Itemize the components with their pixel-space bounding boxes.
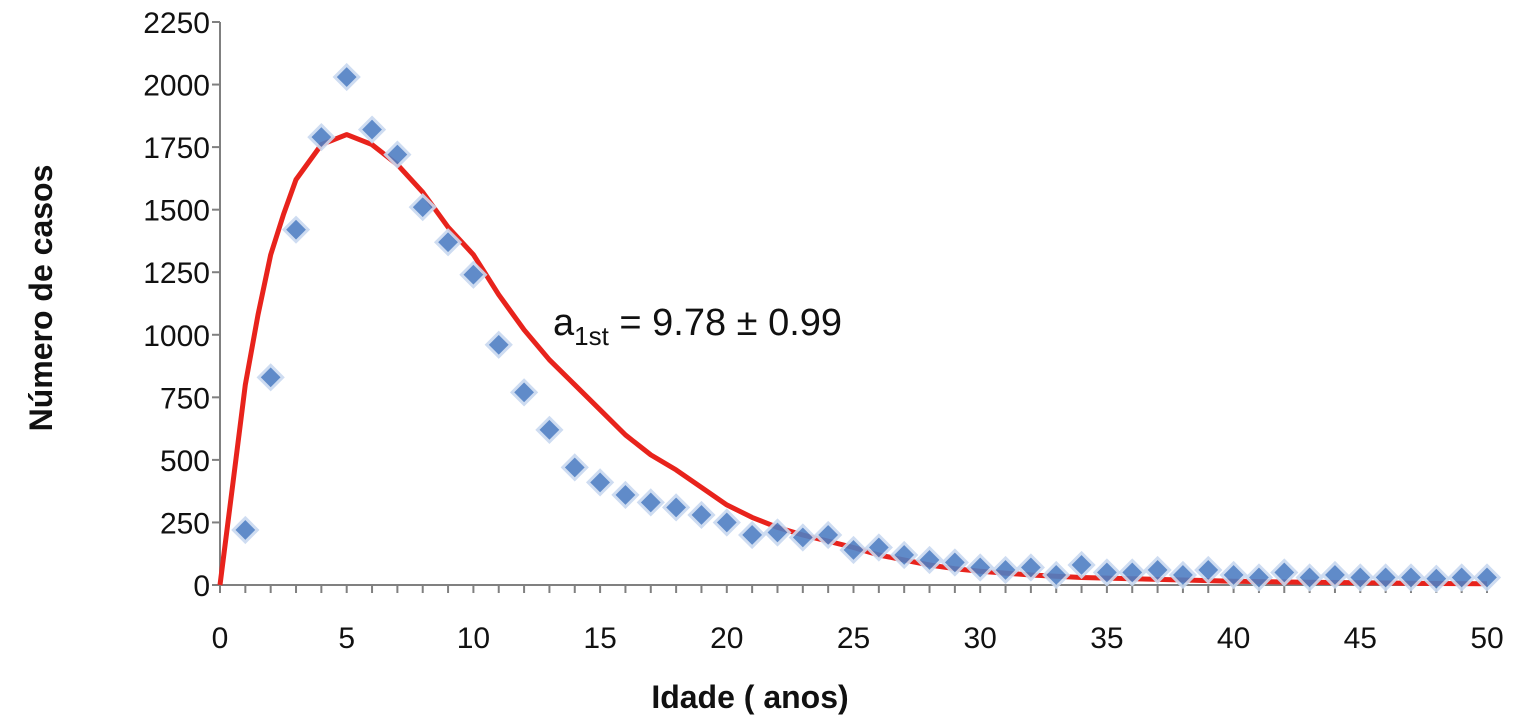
data-point bbox=[1371, 563, 1400, 592]
y-tick-label: 1250 bbox=[143, 257, 210, 290]
data-point bbox=[281, 215, 311, 244]
data-point bbox=[459, 260, 488, 289]
data-point bbox=[1042, 560, 1071, 590]
data-point bbox=[1447, 563, 1476, 592]
data-point bbox=[890, 540, 919, 570]
x-tick-label: 5 bbox=[338, 622, 355, 655]
fit-curve bbox=[217, 132, 1488, 587]
data-point bbox=[307, 122, 336, 152]
data-point bbox=[535, 415, 564, 444]
data-point bbox=[1346, 563, 1375, 592]
data-point bbox=[1194, 555, 1223, 585]
data-point bbox=[1270, 558, 1299, 587]
data-point bbox=[484, 330, 513, 359]
x-axis-title: Idade ( anos) bbox=[651, 679, 848, 715]
x-tick-label: 15 bbox=[583, 622, 616, 655]
axes: 0 250 500 750 1000 1250 1500 1750 2000 2250 0 5 10 15… bbox=[143, 7, 1503, 655]
data-point bbox=[1143, 555, 1172, 585]
data-point bbox=[636, 488, 665, 517]
y-tick-label: 750 bbox=[160, 382, 210, 415]
data-point bbox=[661, 493, 691, 522]
fit-curve-group bbox=[217, 132, 1488, 587]
data-point bbox=[357, 115, 387, 144]
x-tick-label: 25 bbox=[837, 622, 870, 655]
x-tick-label: 35 bbox=[1090, 622, 1123, 655]
data-point bbox=[1016, 553, 1046, 582]
y-tick-label: 1750 bbox=[143, 132, 210, 165]
x-tick-label: 0 bbox=[212, 622, 229, 655]
fit-annotation: a1st = 9.78 ± 0.99 bbox=[553, 302, 842, 351]
data-point bbox=[1092, 558, 1122, 587]
y-tick-label: 0 bbox=[193, 570, 210, 603]
x-tick-label: 20 bbox=[710, 622, 743, 655]
data-point bbox=[966, 553, 995, 582]
data-point bbox=[738, 520, 767, 550]
data-point bbox=[256, 363, 285, 392]
y-tick-label: 1000 bbox=[143, 320, 210, 353]
data-point bbox=[560, 453, 589, 482]
x-tick-label: 30 bbox=[964, 622, 997, 655]
data-point bbox=[788, 523, 817, 552]
annotation-main: a bbox=[553, 302, 575, 344]
y-tick-label: 2000 bbox=[143, 70, 210, 103]
data-point bbox=[231, 515, 260, 545]
data-point bbox=[940, 548, 969, 577]
data-point bbox=[1168, 560, 1198, 590]
data-point bbox=[915, 545, 944, 575]
x-tick-label: 45 bbox=[1344, 622, 1377, 655]
data-point bbox=[509, 378, 539, 407]
y-tick-label: 1500 bbox=[143, 195, 210, 228]
y-tick-label: 250 bbox=[160, 507, 210, 540]
data-point bbox=[763, 518, 792, 547]
data-point bbox=[687, 500, 716, 530]
data-point bbox=[383, 140, 412, 169]
data-point bbox=[864, 533, 893, 562]
data-point bbox=[712, 508, 741, 537]
data-point bbox=[332, 62, 361, 92]
data-point bbox=[611, 480, 640, 510]
data-point bbox=[1118, 558, 1147, 587]
data-point bbox=[1067, 550, 1096, 580]
data-points-group bbox=[231, 62, 1502, 593]
annotation-subscript: 1st bbox=[574, 321, 609, 351]
y-axis-title: Número de casos bbox=[23, 165, 59, 432]
data-point bbox=[408, 193, 437, 222]
annotation-rest: = 9.78 ± 0.99 bbox=[609, 302, 842, 344]
data-point bbox=[1244, 563, 1274, 592]
data-point bbox=[1219, 560, 1248, 590]
data-point bbox=[814, 520, 843, 550]
data-point bbox=[1295, 563, 1324, 592]
y-tick-label: 2250 bbox=[143, 7, 210, 40]
y-tick-label: 500 bbox=[160, 445, 210, 478]
x-tick-label: 40 bbox=[1217, 622, 1250, 655]
data-point bbox=[1472, 563, 1502, 592]
data-point bbox=[1396, 563, 1426, 592]
data-point bbox=[1320, 560, 1350, 590]
x-tick-label: 10 bbox=[457, 622, 490, 655]
data-point bbox=[1422, 564, 1451, 593]
data-point bbox=[991, 555, 1020, 585]
data-point bbox=[839, 535, 868, 565]
x-tick-label: 50 bbox=[1470, 622, 1503, 655]
data-point bbox=[433, 228, 463, 257]
data-point bbox=[585, 468, 615, 497]
